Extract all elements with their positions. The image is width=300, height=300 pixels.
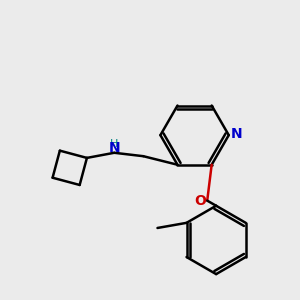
Text: O: O [195, 194, 207, 208]
Text: N: N [230, 127, 242, 141]
Text: N: N [108, 141, 120, 155]
Text: H: H [110, 139, 118, 149]
